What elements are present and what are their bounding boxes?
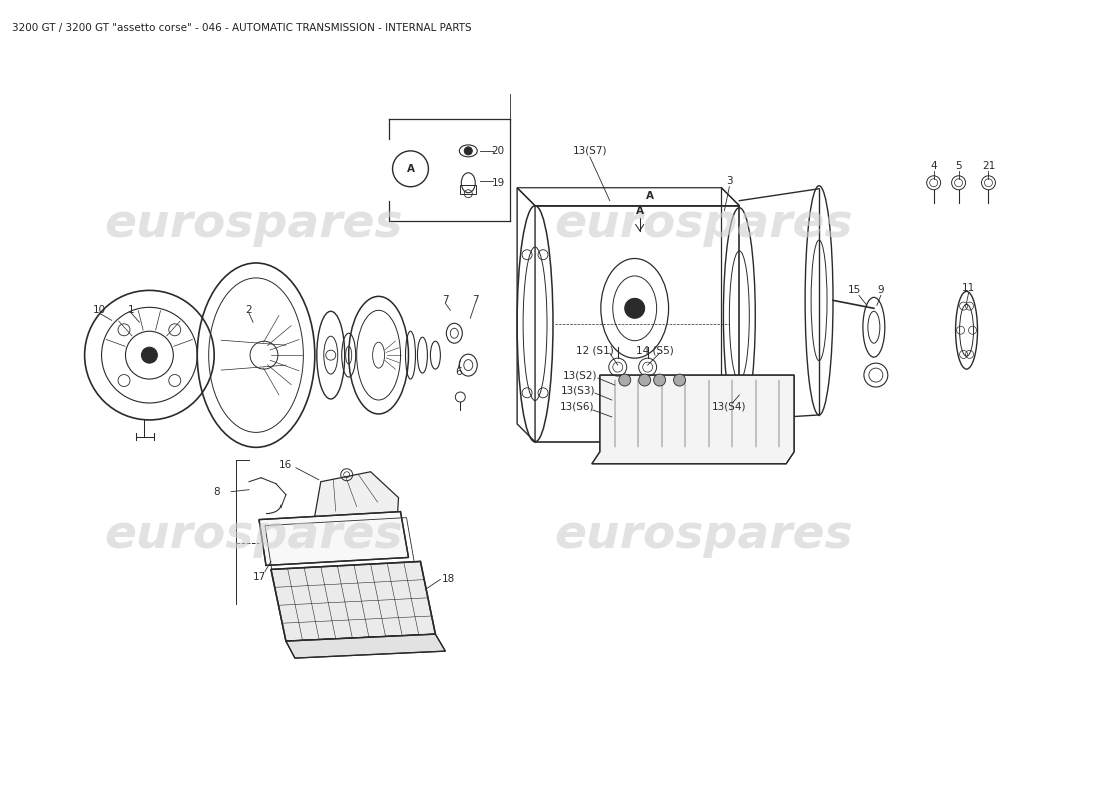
Text: 11: 11 bbox=[961, 283, 976, 294]
Circle shape bbox=[639, 374, 650, 386]
Text: 19: 19 bbox=[492, 178, 505, 188]
Text: 6: 6 bbox=[455, 367, 462, 377]
Text: 8: 8 bbox=[213, 486, 220, 497]
Text: 18: 18 bbox=[442, 574, 455, 584]
Text: eurospares: eurospares bbox=[104, 513, 404, 558]
Text: 7: 7 bbox=[472, 295, 478, 306]
Text: 7: 7 bbox=[442, 295, 449, 306]
Text: eurospares: eurospares bbox=[554, 513, 852, 558]
Text: A: A bbox=[636, 206, 644, 216]
Text: 13(S6): 13(S6) bbox=[560, 402, 594, 412]
Circle shape bbox=[625, 298, 645, 318]
Text: 1: 1 bbox=[128, 306, 135, 315]
Text: 15: 15 bbox=[847, 286, 860, 295]
Text: A: A bbox=[646, 190, 653, 201]
Polygon shape bbox=[592, 375, 794, 464]
Text: 4: 4 bbox=[931, 161, 937, 171]
Text: 13(S4): 13(S4) bbox=[712, 402, 747, 412]
Text: 9: 9 bbox=[878, 286, 884, 295]
Text: 3200 GT / 3200 GT "assetto corse" - 046 - AUTOMATIC TRANSMISSION - INTERNAL PART: 3200 GT / 3200 GT "assetto corse" - 046 … bbox=[12, 23, 472, 34]
Polygon shape bbox=[258, 512, 408, 566]
Text: 10: 10 bbox=[94, 306, 106, 315]
Text: 3: 3 bbox=[726, 176, 733, 186]
Text: 13(S3): 13(S3) bbox=[561, 385, 595, 395]
Text: A: A bbox=[407, 164, 415, 174]
Circle shape bbox=[653, 374, 666, 386]
Circle shape bbox=[673, 374, 685, 386]
Text: eurospares: eurospares bbox=[104, 202, 404, 247]
Text: eurospares: eurospares bbox=[554, 202, 852, 247]
Text: 17: 17 bbox=[252, 572, 265, 582]
Circle shape bbox=[619, 374, 630, 386]
Circle shape bbox=[464, 147, 472, 155]
Polygon shape bbox=[271, 562, 436, 641]
Circle shape bbox=[142, 347, 157, 363]
Text: 13(S2): 13(S2) bbox=[562, 370, 597, 380]
Text: 2: 2 bbox=[245, 306, 252, 315]
Text: 5: 5 bbox=[955, 161, 961, 171]
Text: 16: 16 bbox=[279, 460, 293, 470]
Polygon shape bbox=[315, 472, 398, 542]
Text: 20: 20 bbox=[492, 146, 505, 156]
Polygon shape bbox=[286, 634, 446, 658]
Text: 13(S7): 13(S7) bbox=[573, 146, 607, 156]
Text: 21: 21 bbox=[982, 161, 996, 171]
Text: 12 (S1): 12 (S1) bbox=[576, 345, 614, 355]
Text: 14 (S5): 14 (S5) bbox=[636, 345, 673, 355]
Bar bbox=[460, 185, 476, 194]
